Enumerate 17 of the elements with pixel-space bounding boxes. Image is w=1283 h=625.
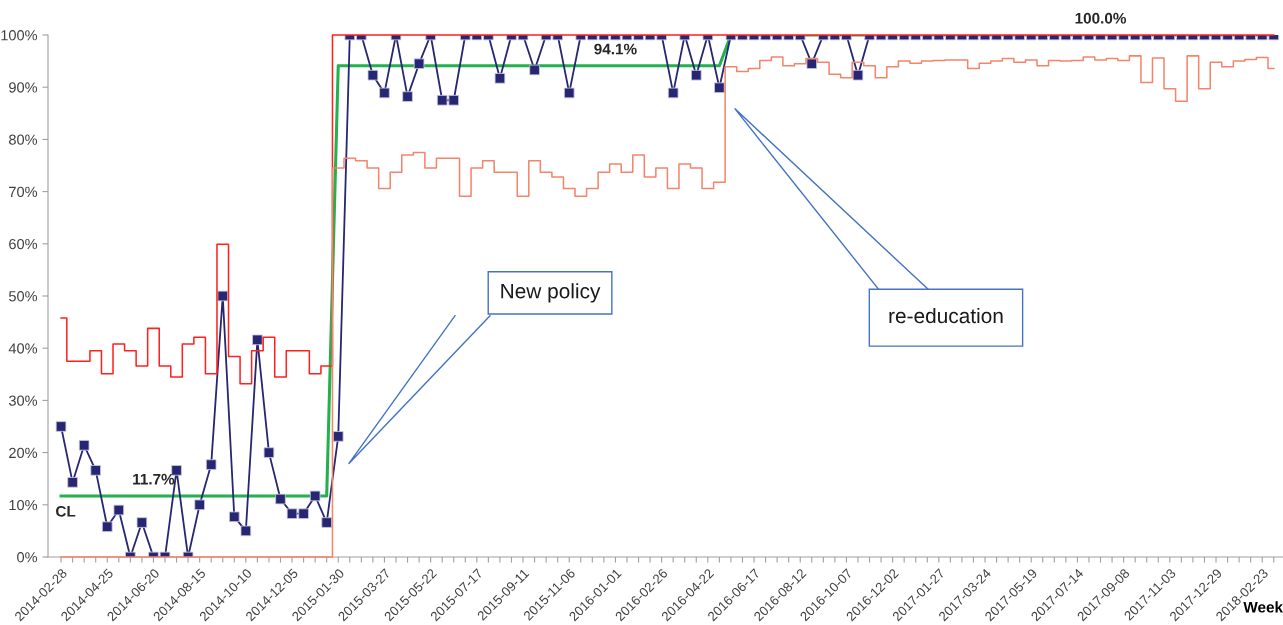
y-tick-label: 50% bbox=[8, 291, 38, 302]
data-label: 11.7% bbox=[133, 473, 175, 485]
annotation: New policy bbox=[501, 283, 601, 303]
y-tick-label: 0% bbox=[17, 552, 38, 563]
y-tick-label: 60% bbox=[9, 238, 38, 250]
y-tick-label: 10% bbox=[9, 499, 38, 511]
y-tick-label: 80% bbox=[9, 134, 38, 145]
annotation: re-education bbox=[889, 307, 1003, 324]
y-tick-label: 20% bbox=[9, 447, 38, 459]
data-label: 100.0% bbox=[1075, 12, 1127, 24]
y-tick-label: 40% bbox=[8, 343, 38, 354]
y-tick-label: 30% bbox=[8, 395, 38, 406]
annotation: CL bbox=[56, 505, 76, 517]
y-tick-label: 90% bbox=[9, 82, 38, 93]
y-tick-label: 70% bbox=[9, 186, 38, 198]
y-tick-label: 100% bbox=[1, 30, 38, 41]
data-label: 94.1% bbox=[594, 43, 637, 55]
